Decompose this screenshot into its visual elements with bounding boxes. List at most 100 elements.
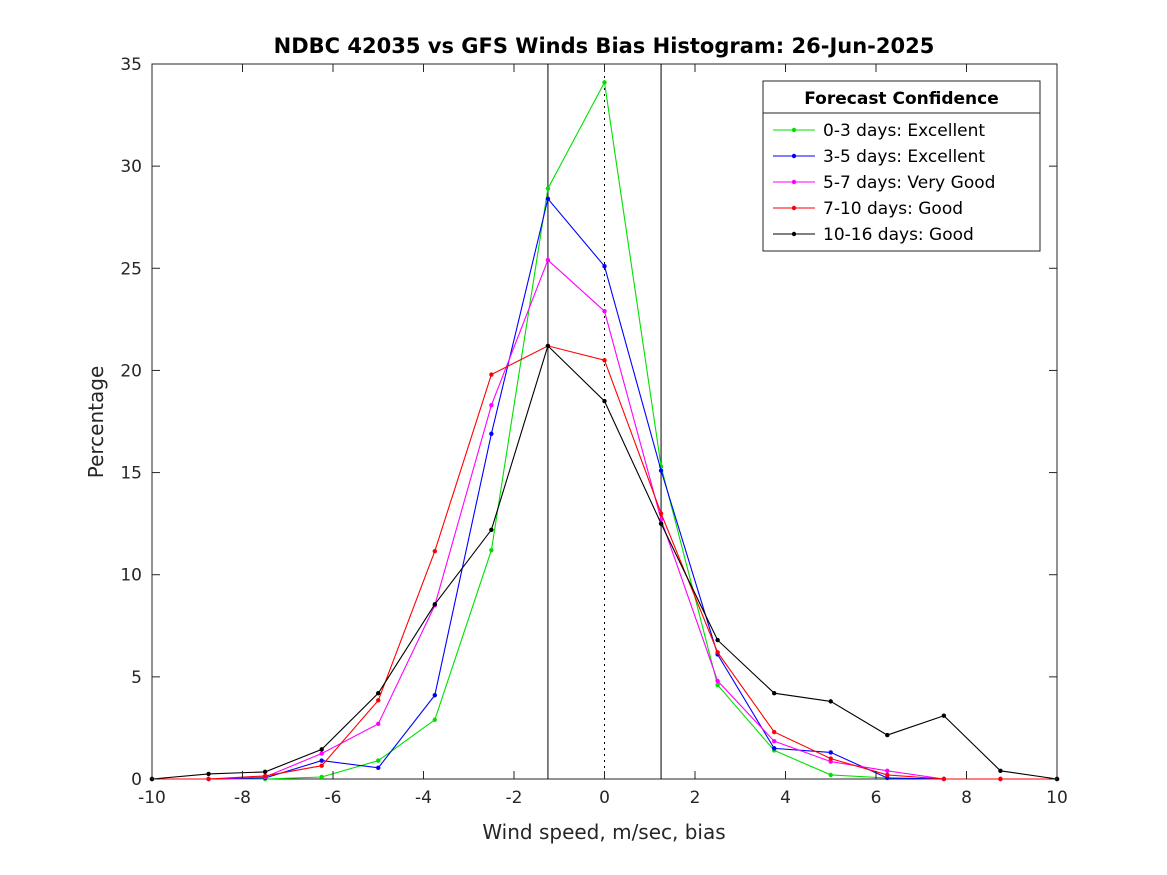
data-point (602, 80, 607, 85)
legend-label: 3-5 days: Excellent (823, 147, 985, 167)
series-5 (149, 343, 1060, 782)
x-tick-label: 2 (690, 788, 701, 808)
y-tick-label: 25 (120, 259, 142, 279)
data-point (319, 751, 324, 756)
data-point (206, 771, 211, 777)
data-point (771, 739, 777, 744)
y-tick-label: 10 (120, 566, 142, 586)
legend-item: 5-7 days: Very Good (773, 173, 995, 193)
data-point (319, 758, 324, 763)
y-axis-label: Percentage (84, 366, 108, 479)
data-point (941, 713, 947, 718)
x-tick-label: 0 (599, 788, 610, 808)
data-point (828, 772, 833, 778)
legend-item: 7-10 days: Good (773, 199, 963, 219)
data-point (432, 717, 438, 722)
x-tick-label: 4 (780, 788, 791, 808)
legend-item: 3-5 days: Excellent (773, 147, 985, 167)
data-point (319, 763, 324, 768)
data-point (998, 776, 1003, 782)
data-point (376, 691, 381, 696)
legend-label: 5-7 days: Very Good (823, 173, 995, 193)
data-point (715, 682, 720, 688)
data-point (319, 747, 324, 752)
data-point (885, 775, 890, 781)
x-tick-label: -8 (234, 788, 251, 808)
data-point (489, 402, 494, 408)
x-tick-label: 6 (871, 788, 882, 808)
y-tick-label: 35 (120, 55, 142, 75)
data-point (828, 756, 833, 761)
data-point (885, 768, 890, 774)
data-point (602, 358, 607, 363)
data-point (715, 678, 720, 684)
data-point (885, 732, 890, 738)
legend-item: 10-16 days: Good (773, 225, 974, 245)
data-point (885, 772, 890, 778)
y-tick-label: 20 (120, 361, 142, 381)
data-point (262, 769, 268, 775)
legend-label: 10-16 days: Good (823, 225, 974, 245)
data-point (602, 264, 607, 269)
data-point (941, 776, 947, 782)
data-point (489, 431, 494, 436)
data-point (319, 774, 324, 780)
y-tick-label: 5 (131, 668, 142, 688)
legend-marker (791, 127, 797, 133)
x-tick-label: 10 (1046, 788, 1068, 808)
legend-label: 0-3 days: Excellent (823, 121, 985, 141)
legend-item: 0-3 days: Excellent (773, 121, 985, 141)
legend: Forecast Confidence 0-3 days: Excellent 3-… (762, 80, 1041, 252)
data-point (432, 602, 438, 607)
x-tick-label: -6 (325, 788, 342, 808)
data-point (432, 693, 438, 698)
data-point (715, 650, 720, 655)
data-point (262, 773, 268, 779)
y-axis: 0 5 10 15 20 25 30 35 (120, 55, 1057, 790)
x-tick-label: -2 (506, 788, 523, 808)
y-tick-label: 15 (120, 464, 142, 484)
data-point (771, 691, 777, 696)
data-point (658, 511, 664, 516)
legend-box (762, 80, 1041, 252)
data-point (545, 257, 551, 263)
x-tick-label: -10 (138, 788, 166, 808)
data-point (771, 746, 777, 751)
data-point (602, 398, 607, 404)
data-point (545, 196, 551, 202)
data-point (828, 759, 833, 764)
y-tick-label: 0 (131, 770, 142, 790)
legend-label: 7-10 days: Good (823, 199, 963, 219)
data-point (602, 308, 607, 314)
data-point (489, 548, 494, 553)
x-tick-label: 8 (961, 788, 972, 808)
data-point (376, 721, 381, 727)
legend-marker (791, 153, 797, 159)
data-point (828, 750, 833, 755)
data-point (206, 776, 211, 782)
data-point (376, 765, 381, 770)
chart-title: NDBC 42035 vs GFS Winds Bias Histogram: … (274, 34, 935, 58)
data-point (658, 468, 664, 473)
data-point (658, 521, 664, 526)
data-point (489, 372, 494, 377)
data-point (771, 729, 777, 735)
x-tick-label: -4 (415, 788, 432, 808)
data-point (376, 758, 381, 763)
x-axis: -10 -8 -6 -4 -2 0 2 4 6 8 10 (138, 64, 1068, 808)
data-point (715, 637, 720, 643)
data-point (545, 343, 551, 349)
data-point (432, 549, 438, 554)
data-point (828, 699, 833, 704)
legend-title: Forecast Confidence (804, 89, 999, 109)
x-axis-label: Wind speed, m/sec, bias (482, 820, 725, 844)
data-point (998, 768, 1003, 774)
data-point (489, 527, 494, 532)
data-point (545, 186, 551, 191)
legend-marker (791, 231, 797, 237)
legend-marker (791, 205, 797, 211)
legend-marker (791, 179, 797, 185)
data-point (376, 698, 381, 703)
